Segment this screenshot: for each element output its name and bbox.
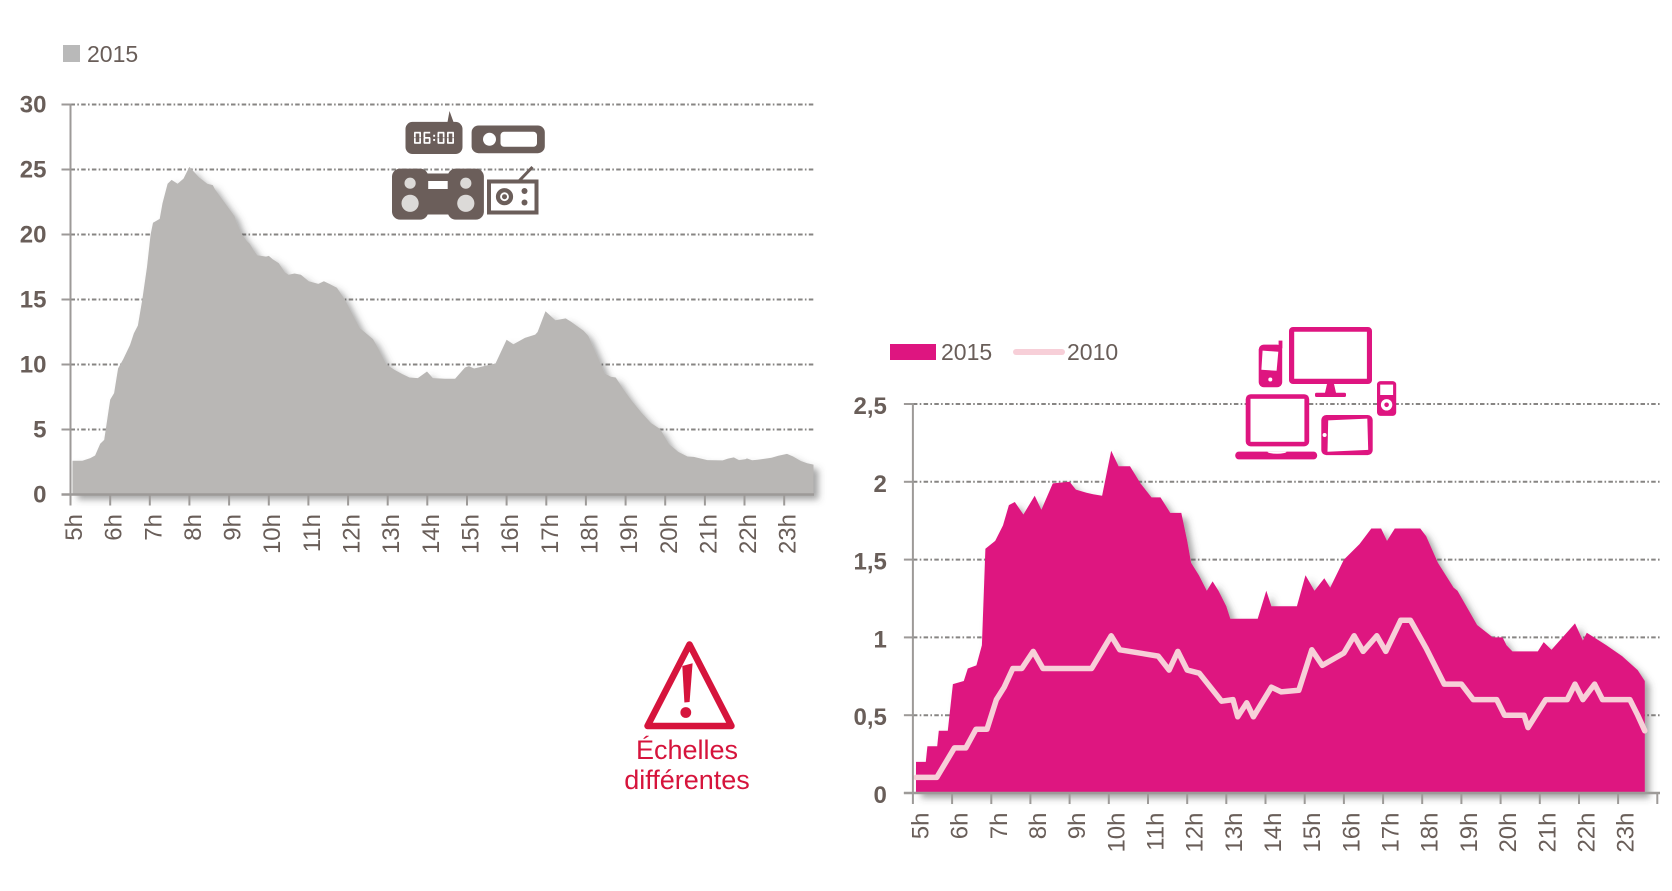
svg-text:5h: 5h	[61, 514, 88, 541]
svg-text:2015: 2015	[87, 41, 138, 67]
svg-text:0: 0	[874, 782, 887, 809]
svg-text:15h: 15h	[458, 514, 485, 554]
svg-text:18h: 18h	[576, 514, 603, 554]
svg-text:13h: 13h	[378, 514, 405, 554]
svg-text:20h: 20h	[1495, 813, 1522, 853]
svg-text:14h: 14h	[418, 514, 445, 554]
svg-text:5: 5	[33, 417, 46, 444]
svg-text:12h: 12h	[1182, 813, 1209, 853]
svg-text:17h: 17h	[537, 514, 564, 554]
svg-text:6h: 6h	[101, 514, 128, 541]
svg-text:2,5: 2,5	[854, 393, 887, 420]
svg-text:17h: 17h	[1378, 813, 1405, 853]
svg-text:21h: 21h	[1534, 813, 1561, 853]
svg-text:21h: 21h	[695, 514, 722, 554]
svg-text:5h: 5h	[907, 813, 934, 840]
svg-text:2015: 2015	[941, 339, 992, 365]
svg-text:0,5: 0,5	[854, 704, 887, 731]
svg-text:Échelles: Échelles	[636, 735, 738, 765]
svg-text:1: 1	[874, 626, 887, 653]
svg-text:14h: 14h	[1260, 813, 1287, 853]
svg-text:différentes: différentes	[624, 765, 750, 795]
svg-text:23h: 23h	[1613, 813, 1640, 853]
svg-text:0: 0	[33, 482, 46, 509]
svg-text:10: 10	[20, 352, 47, 379]
svg-text:7h: 7h	[140, 514, 167, 541]
svg-text:19h: 19h	[1456, 813, 1483, 853]
svg-text:20h: 20h	[656, 514, 683, 554]
svg-text:19h: 19h	[616, 514, 643, 554]
svg-text:6h: 6h	[947, 813, 974, 840]
svg-text:22h: 22h	[735, 514, 762, 554]
svg-text:13h: 13h	[1221, 813, 1248, 853]
svg-text:1,5: 1,5	[854, 549, 887, 576]
svg-text:16h: 16h	[497, 514, 524, 554]
svg-text:20: 20	[20, 222, 47, 249]
svg-text:8h: 8h	[180, 514, 207, 541]
svg-text:12h: 12h	[339, 514, 366, 554]
svg-text:15h: 15h	[1299, 813, 1326, 853]
svg-text:30: 30	[20, 92, 47, 119]
svg-text:15: 15	[20, 287, 47, 314]
svg-text:7h: 7h	[986, 813, 1013, 840]
svg-text:23h: 23h	[775, 514, 802, 554]
svg-text:10h: 10h	[259, 514, 286, 554]
svg-text:9h: 9h	[220, 514, 247, 541]
svg-text:8h: 8h	[1025, 813, 1052, 840]
svg-text:10h: 10h	[1103, 813, 1130, 853]
svg-text:22h: 22h	[1574, 813, 1601, 853]
svg-text:16h: 16h	[1338, 813, 1365, 853]
svg-text:11h: 11h	[1143, 813, 1170, 851]
svg-text:2: 2	[874, 471, 887, 498]
svg-text:2010: 2010	[1067, 339, 1118, 365]
svg-text:11h: 11h	[299, 514, 326, 552]
svg-text:25: 25	[20, 157, 47, 184]
svg-text:18h: 18h	[1417, 813, 1444, 853]
svg-text:9h: 9h	[1064, 813, 1091, 840]
